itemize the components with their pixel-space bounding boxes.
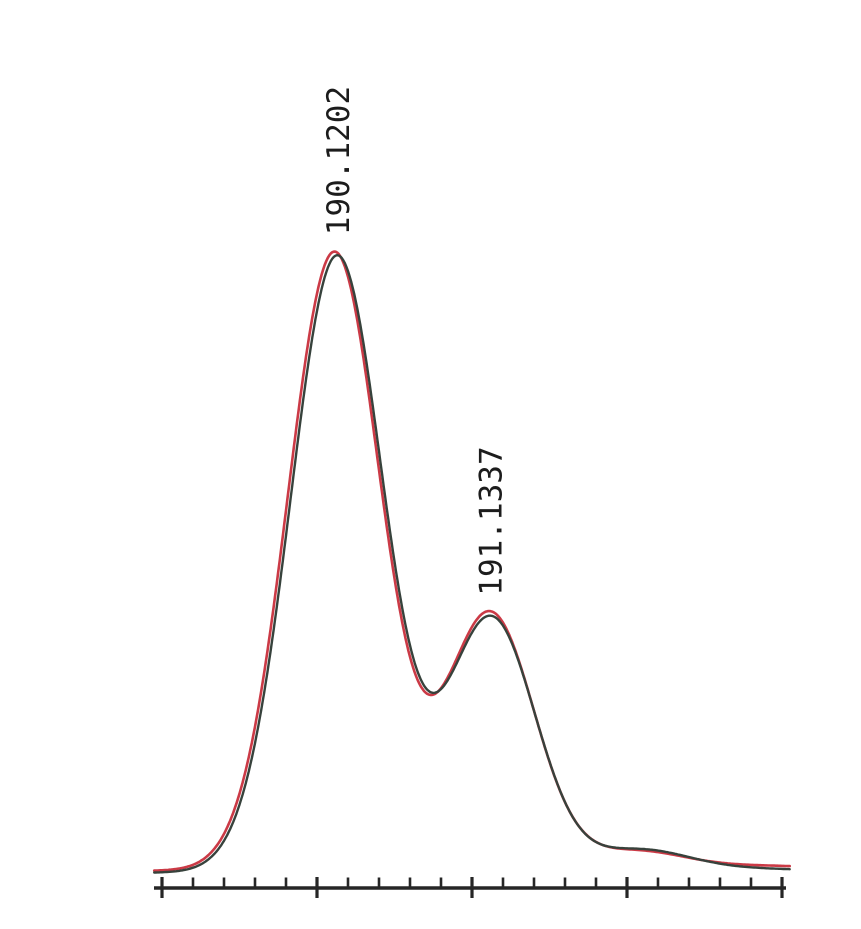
reference-spectrum-curve xyxy=(153,254,791,874)
spectrum-curves xyxy=(152,250,791,874)
peak-label-annotation: 190.1202 xyxy=(321,86,357,235)
peak-label-annotation: 191.1337 xyxy=(474,446,510,595)
x-axis xyxy=(154,877,786,898)
peak-label-annotations: 190.1202 191.1337 xyxy=(321,86,509,596)
measured-spectrum-curve xyxy=(152,250,791,872)
